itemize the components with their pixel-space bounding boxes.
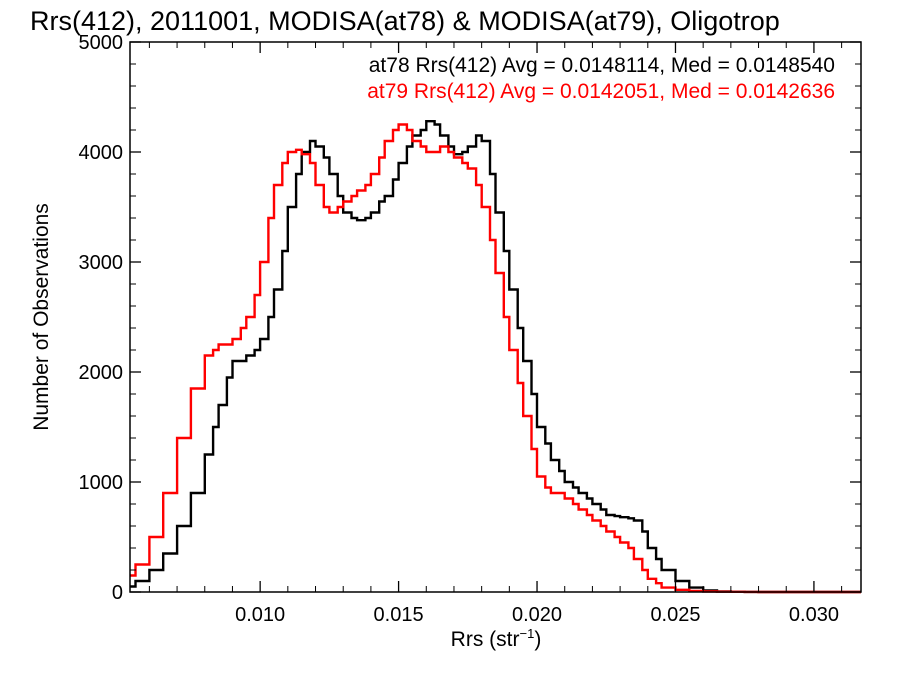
x-tick-label: 0.020 [512, 604, 562, 626]
x-axis-label-main: Rrs (str [451, 628, 520, 651]
y-axis-label: Number of Observations [30, 203, 53, 431]
x-tick-label: 0.015 [374, 604, 424, 626]
series-line-at78 [130, 120, 861, 594]
x-axis-label-close: ) [534, 628, 541, 651]
y-tick-label: 1000 [79, 472, 124, 494]
legend: at78 Rrs(412) Avg = 0.0148114, Med = 0.0… [367, 54, 835, 103]
series-layer [130, 120, 861, 594]
axis-ticks: 0.010 0.015 0.020 0.025 0.030 0 1000 2000 3000 40… [79, 32, 861, 626]
x-tick-label: 0.025 [650, 604, 700, 626]
x-axis-label-superscript: −1 [520, 626, 535, 641]
y-tick-label: 0 [112, 582, 123, 604]
y-tick-label: 5000 [79, 32, 124, 54]
chart-title: Rrs(412), 2011001, MODISA(at78) & MODISA… [30, 6, 780, 36]
series-line-at79 [130, 123, 861, 594]
x-tick-label: 0.010 [235, 604, 285, 626]
x-tick-label: 0.030 [789, 604, 839, 626]
legend-entry-at78: at78 Rrs(412) Avg = 0.0148114, Med = 0.0… [369, 54, 835, 77]
x-axis-label: Rrs (str−1) [451, 626, 542, 651]
y-tick-label: 2000 [79, 362, 124, 384]
plot-frame [129, 41, 862, 593]
y-tick-label: 4000 [79, 142, 124, 164]
legend-entry-at79: at79 Rrs(412) Avg = 0.0142051, Med = 0.0… [367, 80, 835, 103]
y-tick-label: 3000 [79, 252, 124, 274]
